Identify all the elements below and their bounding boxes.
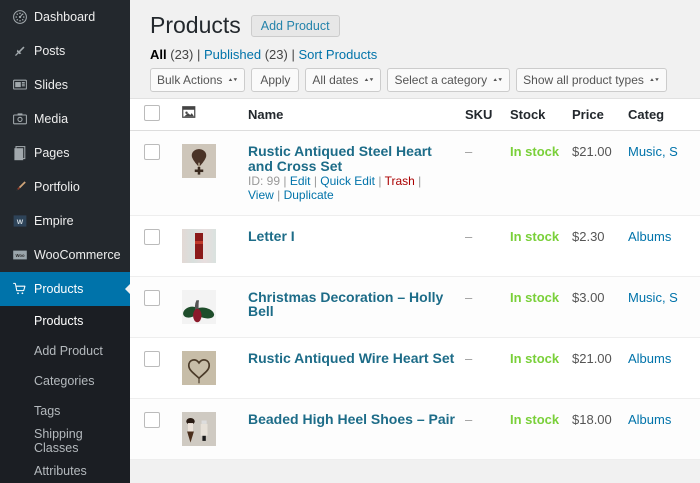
svg-text:W: W [17,219,24,226]
svg-text:Woo: Woo [15,253,25,258]
